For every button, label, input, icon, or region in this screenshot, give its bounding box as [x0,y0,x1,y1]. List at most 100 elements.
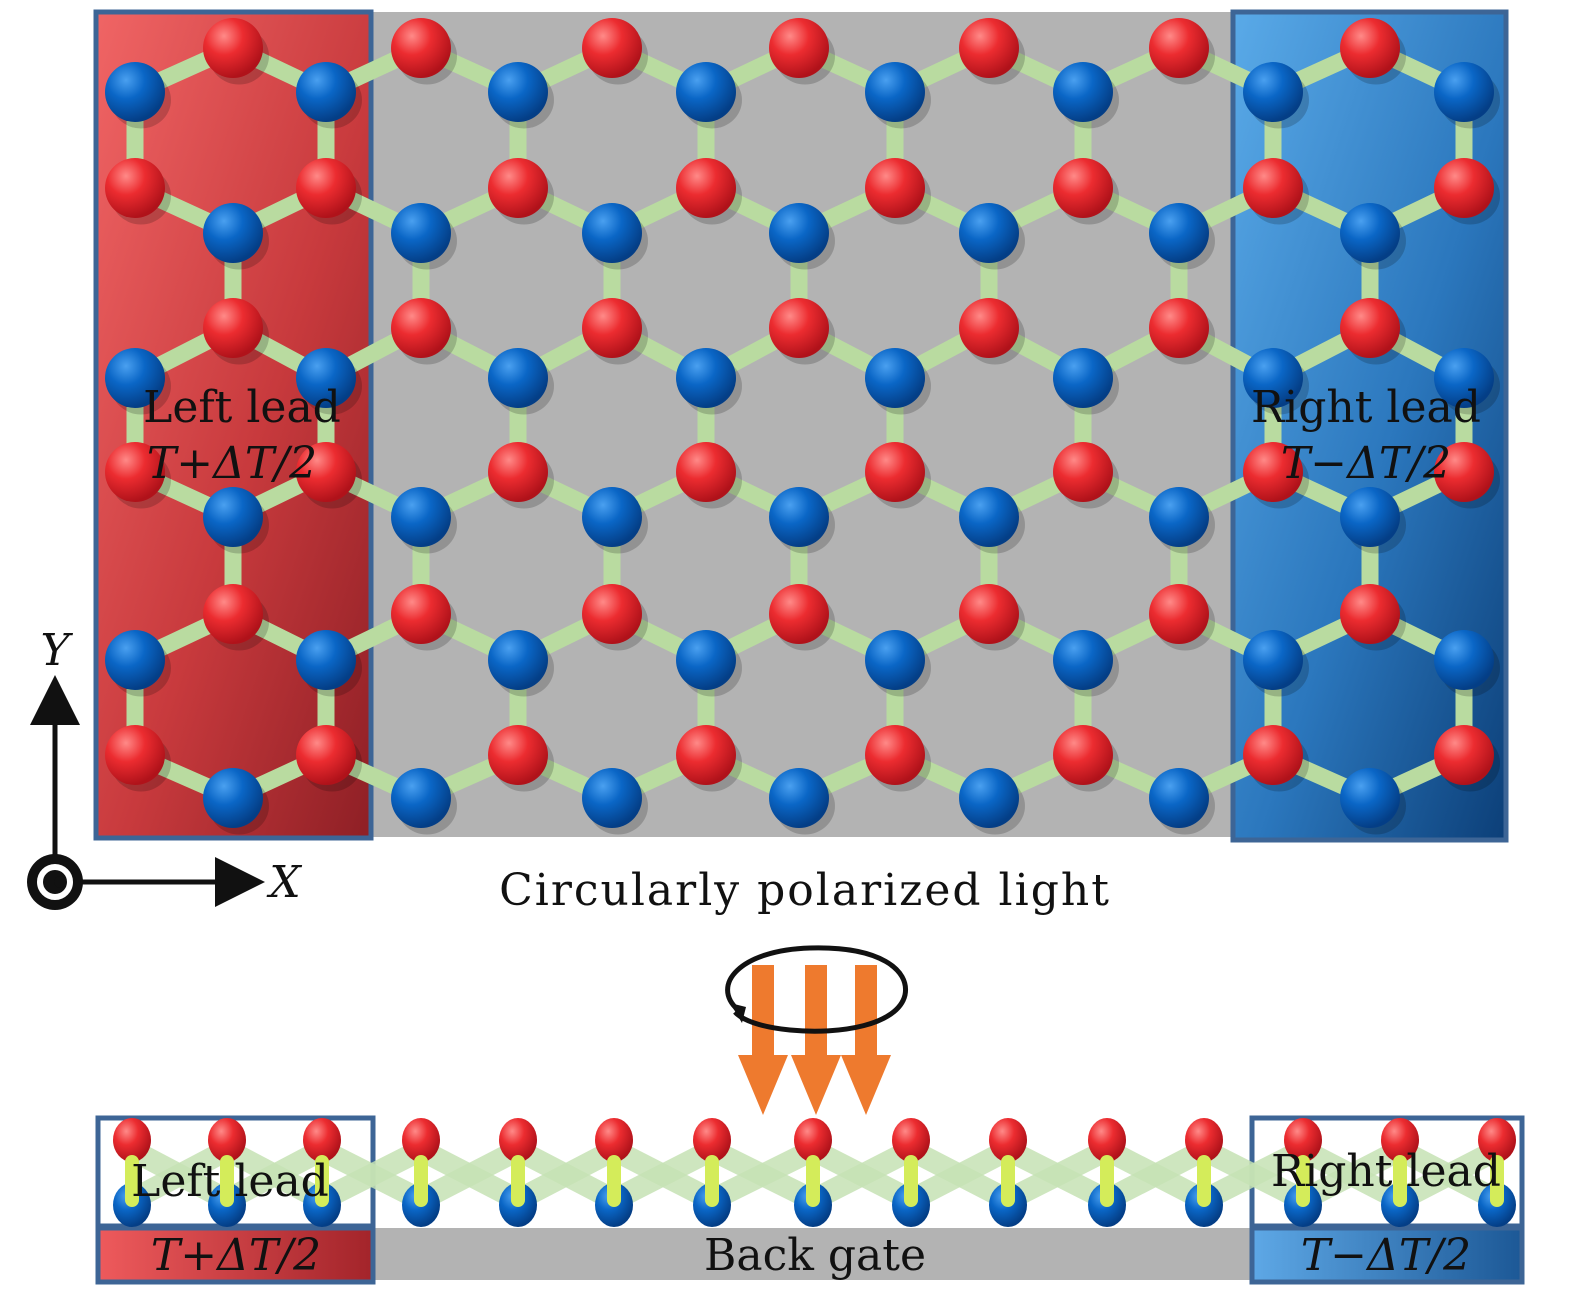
side-bond [415,1140,524,1210]
side-atom-sublattice-a [208,1118,246,1162]
atom-sublattice-a [296,725,356,785]
atom-sublattice-a [769,584,829,644]
x-axis-label: X [266,857,302,908]
atom-sublattice-b [203,487,263,547]
atom-sublattice-a [105,158,165,218]
atom-sublattice-a [1053,442,1113,502]
side-right-lead-label: Right lead [1271,1146,1501,1197]
atom-sublattice-b [1434,630,1494,690]
atom-sublattice-b [865,62,925,122]
side-right-temperature: T−ΔT/2 [1301,1230,1471,1281]
side-bond [1101,1140,1210,1210]
atom-sublattice-a [959,18,1019,78]
atom-sublattice-a [676,158,736,218]
atom-sublattice-b [959,487,1019,547]
side-bond [126,1140,233,1210]
atom-sublattice-a [391,584,451,644]
atom-sublattice-b [769,768,829,828]
side-atom-sublattice-a [989,1118,1027,1162]
atom-sublattice-b [105,62,165,122]
atom-sublattice-b [296,630,356,690]
atom-sublattice-b [865,630,925,690]
side-atom-sublattice-a [303,1118,341,1162]
atom-sublattice-a [865,725,925,785]
side-atom-sublattice-a [1381,1118,1419,1162]
atom-sublattice-a [105,725,165,785]
atom-sublattice-b [296,62,356,122]
atom-sublattice-b [391,487,451,547]
atom-sublattice-b [488,348,548,408]
atom-sublattice-a [1149,584,1209,644]
atom-sublattice-b [1149,203,1209,263]
atom-sublattice-a [391,298,451,358]
atom-sublattice-a [959,584,1019,644]
atom-sublattice-b [1243,630,1303,690]
atom-sublattice-a [865,158,925,218]
side-left-temperature-box [95,1225,376,1285]
atom-sublattice-b [959,203,1019,263]
side-bond [1003,1140,1112,1210]
atom-sublattice-a [296,442,356,502]
atom-sublattice-b [865,348,925,408]
side-bond [1394,1140,1503,1210]
atom-sublattice-b [203,203,263,263]
side-atom-sublattice-a [1478,1118,1516,1162]
atom-sublattice-b [1053,630,1113,690]
atom-sublattice-a [488,442,548,502]
side-bond [707,1140,818,1210]
atom-sublattice-a [1434,442,1494,502]
side-atom-sublattice-a [892,1118,930,1162]
side-view-chain [113,1118,1516,1227]
side-right-temperature-box [1249,1225,1525,1285]
atom-sublattice-b [1053,348,1113,408]
rotation-arrow-icon [725,945,909,1034]
side-atom-sublattice-a [1185,1118,1223,1162]
side-atom-sublattice-a [693,1118,731,1162]
rotation-arrowhead [730,1003,746,1023]
atom-sublattice-b [1149,768,1209,828]
side-left-temperature: T+ΔT/2 [151,1230,321,1281]
side-bond [317,1140,426,1210]
atom-sublattice-a [488,725,548,785]
atom-sublattice-b [769,203,829,263]
atom-sublattice-a [203,298,263,358]
atom-sublattice-a [203,584,263,644]
side-bond [1199,1140,1308,1210]
atom-sublattice-a [582,18,642,78]
atom-sublattice-b [1340,487,1400,547]
atom-sublattice-a [582,298,642,358]
atom-sublattice-a [1053,725,1113,785]
atom-sublattice-a [1243,158,1303,218]
atom-sublattice-b [1434,348,1494,408]
atom-sublattice-b [1243,348,1303,408]
atom-sublattice-a [296,158,356,218]
atom-sublattice-b [203,768,263,828]
atom-sublattice-a [1340,298,1400,358]
atom-sublattice-a [488,158,548,218]
atom-sublattice-a [769,298,829,358]
side-left-lead-label: Left lead [131,1156,329,1207]
side-bond [1297,1140,1406,1210]
atom-sublattice-b [676,630,736,690]
atom-sublattice-a [959,298,1019,358]
coordinate-axes: Y X [27,625,302,910]
atom-sublattice-a [1243,442,1303,502]
atom-sublattice-a [769,18,829,78]
atom-sublattice-b [391,768,451,828]
left-lead-temperature: T+ΔT/2 [147,438,317,489]
atom-sublattice-a [1340,584,1400,644]
atom-sublattice-b [105,348,165,408]
atom-sublattice-a [676,442,736,502]
atom-sublattice-b [1340,768,1400,828]
side-bond [905,1140,1014,1210]
back-gate-label: Back gate [704,1230,926,1281]
atom-sublattice-b [769,487,829,547]
z-axis-ring [37,864,73,900]
left-lead-label: Left lead [143,382,341,433]
side-atom-sublattice-a [794,1118,832,1162]
atom-sublattice-a [203,18,263,78]
right-lead-label: Right lead [1251,382,1481,433]
side-bond [609,1140,717,1210]
atom-sublattice-b [676,62,736,122]
